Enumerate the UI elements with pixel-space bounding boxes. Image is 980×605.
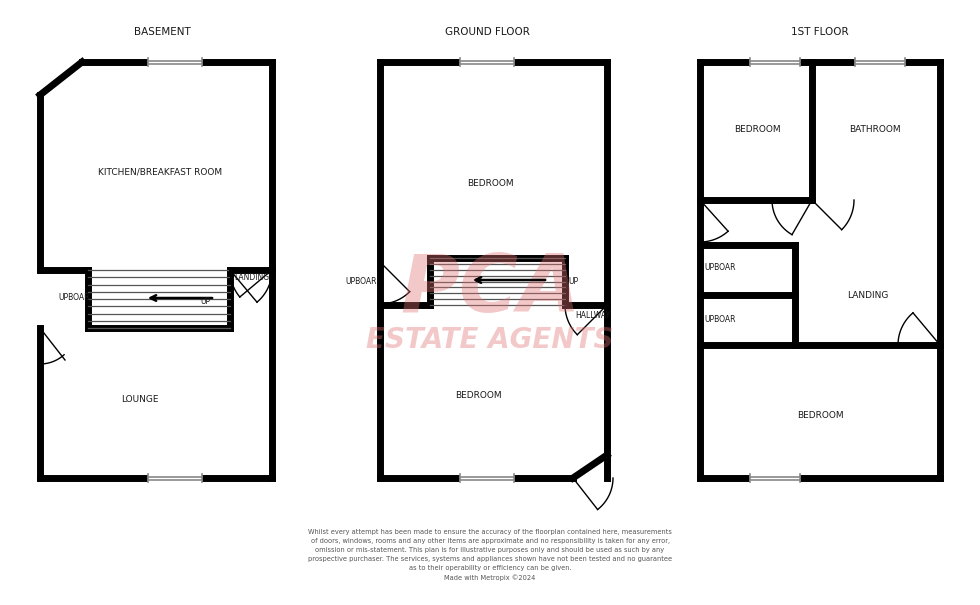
Text: BASEMENT: BASEMENT [133, 27, 190, 37]
Text: UPBOAR: UPBOAR [346, 278, 377, 287]
Text: BEDROOM: BEDROOM [466, 178, 514, 188]
Bar [750, 58, 800, 66]
Text: UPBOAR: UPBOAR [704, 315, 736, 324]
Bar [148, 474, 202, 482]
Text: ESTATE AGENTS: ESTATE AGENTS [367, 326, 613, 354]
Text: PCA: PCA [400, 251, 580, 329]
Text: BEDROOM: BEDROOM [797, 411, 844, 419]
Text: HALLWAY: HALLWAY [575, 310, 611, 319]
Bar [855, 58, 905, 66]
Text: LOUNGE: LOUNGE [122, 396, 159, 405]
Text: UPBOAR: UPBOAR [704, 264, 736, 272]
Text: BEDROOM: BEDROOM [455, 390, 502, 399]
Text: LANDING: LANDING [848, 290, 889, 299]
Text: UPBOAR: UPBOAR [58, 293, 89, 302]
Text: LANDING: LANDING [234, 273, 270, 283]
Text: KITCHEN/BREAKFAST ROOM: KITCHEN/BREAKFAST ROOM [98, 168, 222, 177]
Text: Whilst every attempt has been made to ensure the accuracy of the floorplan conta: Whilst every attempt has been made to en… [308, 529, 672, 581]
Text: GROUND FLOOR: GROUND FLOOR [445, 27, 529, 37]
Text: UP: UP [200, 298, 210, 307]
Text: BATHROOM: BATHROOM [850, 125, 901, 134]
Bar [148, 58, 202, 66]
Bar [460, 474, 514, 482]
Bar [460, 58, 514, 66]
Text: 1ST FLOOR: 1ST FLOOR [791, 27, 849, 37]
Text: UP: UP [568, 278, 578, 287]
Bar [750, 474, 800, 482]
Text: BEDROOM: BEDROOM [734, 125, 780, 134]
